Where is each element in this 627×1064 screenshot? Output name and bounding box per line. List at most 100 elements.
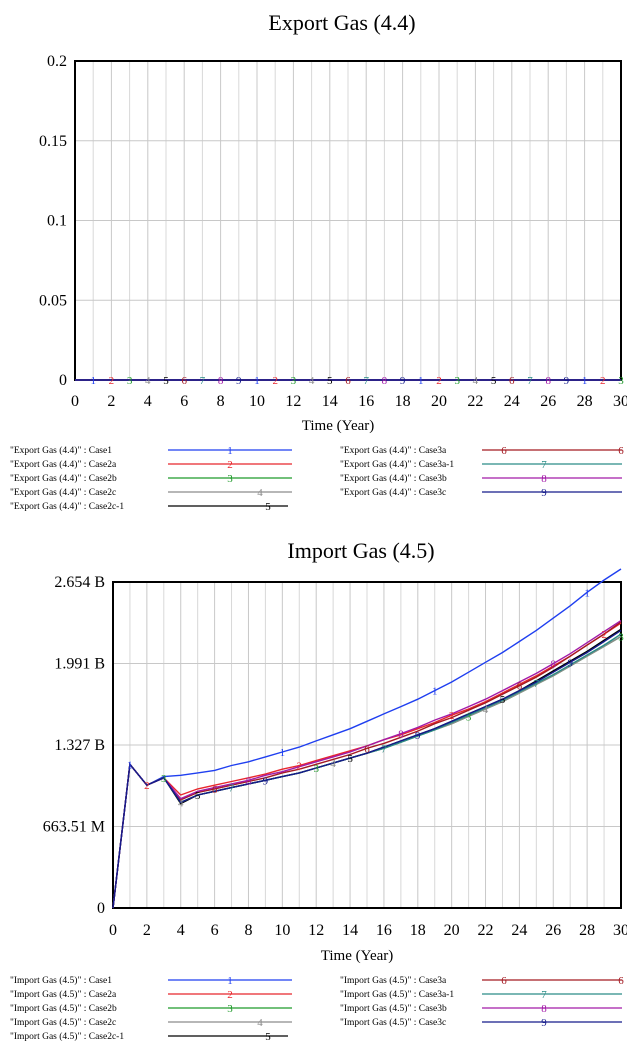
legend-entry-label: "Export Gas (4.4)" : Case3a-1: [340, 459, 454, 470]
series-marker: 2: [272, 375, 278, 387]
series-marker: 9: [415, 730, 421, 742]
series-marker: 1: [432, 686, 438, 698]
series-marker: 2: [436, 375, 442, 387]
y-tick-label: 0: [59, 372, 67, 389]
legend-entry-label: "Export Gas (4.4)" : Case3b: [340, 473, 447, 484]
series-marker: 8: [246, 775, 252, 787]
series-marker: 3: [291, 375, 297, 387]
series-marker: 6: [345, 375, 351, 387]
series-marker: 4: [309, 375, 315, 387]
series-marker: 8: [218, 375, 224, 387]
series-marker: 5: [327, 375, 333, 387]
series-marker: 3: [618, 375, 624, 387]
legend-entry-label: "Export Gas (4.4)" : Case3c: [340, 487, 446, 498]
series-marker: 5: [491, 375, 497, 387]
legend-marker: 8: [541, 1003, 547, 1015]
legend-marker: 6: [618, 975, 624, 987]
series-marker: 6: [364, 743, 370, 755]
x-tick-label: 14: [342, 922, 358, 939]
series-marker: 4: [473, 375, 479, 387]
x-tick-label: 0: [109, 922, 117, 939]
x-tick-label: 24: [504, 393, 520, 410]
legend-entry-label: "Import Gas (4.5)" : Case2c: [10, 1017, 116, 1028]
series-marker: 8: [382, 375, 388, 387]
legend-marker: 4: [257, 1017, 263, 1029]
series-marker: 1: [584, 587, 590, 599]
series-marker: 7: [363, 375, 369, 387]
x-tick-label: 16: [358, 393, 374, 410]
legend-marker: 6: [501, 445, 507, 457]
series-marker: 1: [90, 375, 96, 387]
series-marker: 7: [200, 375, 206, 387]
series-marker: 1: [254, 375, 260, 387]
y-tick-label: 0.1: [47, 213, 67, 230]
x-tick-label: 6: [211, 922, 219, 939]
y-tick-label: 663.51 M: [43, 818, 105, 835]
series-marker: 2: [144, 780, 150, 792]
series-marker: 3: [161, 773, 167, 785]
x-tick-label: 16: [376, 922, 392, 939]
legend-marker: 4: [257, 487, 263, 499]
series-marker: 1: [418, 375, 424, 387]
series-marker: 5: [347, 753, 353, 765]
x-tick-label: 26: [545, 922, 561, 939]
series-marker: 8: [398, 729, 404, 741]
x-tick-label: 8: [217, 393, 225, 410]
legend-entry-label: "Import Gas (4.5)" : Case3c: [340, 1017, 446, 1028]
chart-2: Import Gas (4.5)0 2 4 6 8 10 12 14 16 18 20 22 24 26 2…: [10, 538, 627, 1043]
series-marker: 2: [601, 629, 607, 641]
series-marker: 6: [212, 784, 218, 796]
series-marker: 9: [400, 375, 406, 387]
legend-entry-label: "Export Gas (4.4)" : Case1: [10, 445, 112, 456]
x-tick-label: 26: [540, 393, 556, 410]
series-marker: 6: [517, 681, 523, 693]
legend-entry-label: "Import Gas (4.5)" : Case2c-1: [10, 1031, 124, 1042]
series-marker: 9: [564, 375, 570, 387]
series-marker: 2: [600, 375, 606, 387]
x-tick-label: 4: [144, 393, 152, 410]
series-marker: 1: [582, 375, 588, 387]
x-tick-label: 8: [244, 922, 252, 939]
series-line: [112, 621, 622, 909]
legend-marker: 6: [501, 975, 507, 987]
series-marker: 6: [509, 375, 515, 387]
series-line: [112, 629, 622, 909]
series-line: [112, 620, 622, 909]
series-marker: 4: [483, 704, 489, 716]
x-tick-label: 10: [274, 922, 290, 939]
legend-marker: 9: [541, 1017, 547, 1029]
series-marker: 5: [500, 694, 506, 706]
series-marker: 3: [466, 711, 472, 723]
series-marker: 1: [280, 747, 286, 759]
x-tick-label: 30: [613, 922, 627, 939]
x-tick-label: 2: [107, 393, 115, 410]
legend-marker: 8: [541, 473, 547, 485]
series-marker: 4: [330, 758, 336, 770]
x-tick-label: 28: [579, 922, 595, 939]
legend-entry-label: "Export Gas (4.4)" : Case3a: [340, 445, 447, 456]
series-marker: 2: [109, 375, 115, 387]
x-tick-label: 22: [467, 393, 483, 410]
legend-marker: 5: [265, 501, 271, 513]
legend-marker: 7: [541, 459, 547, 471]
series-marker: 5: [163, 375, 169, 387]
plot-frame: [112, 581, 622, 909]
legend-marker: 7: [541, 989, 547, 1001]
x-tick-label: 10: [249, 393, 265, 410]
legend-entry-label: "Import Gas (4.5)" : Case3a: [340, 975, 447, 986]
x-axis-label: Time (Year): [302, 418, 375, 434]
legend-marker: 9: [541, 487, 547, 499]
x-tick-label: 24: [511, 922, 527, 939]
series-line: [112, 568, 622, 909]
series-marker: 9: [567, 657, 573, 669]
legend-entry-label: "Export Gas (4.4)" : Case2c: [10, 487, 116, 498]
series-marker: 7: [534, 678, 540, 690]
legend-entry-label: "Export Gas (4.4)" : Case2b: [10, 473, 117, 484]
legend-marker: 3: [227, 1003, 233, 1015]
legend-marker: 1: [227, 445, 233, 457]
series-marker: 5: [195, 790, 201, 802]
x-tick-label: 12: [308, 922, 324, 939]
y-tick-label: 2.654 B: [54, 574, 105, 591]
y-tick-label: 0.15: [39, 133, 67, 150]
